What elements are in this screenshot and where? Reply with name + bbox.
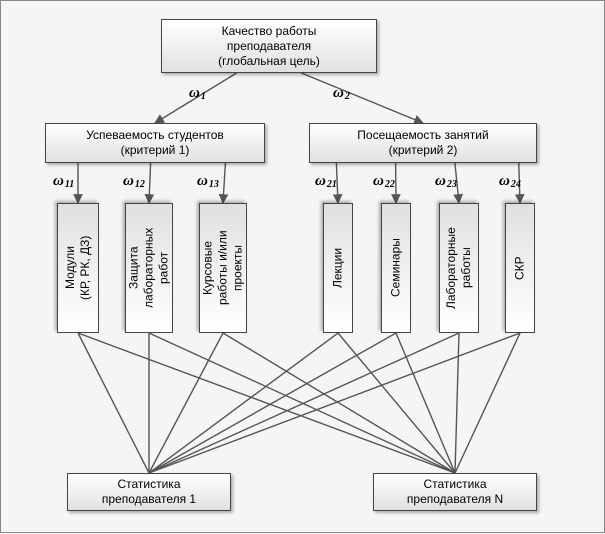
edge-3 xyxy=(149,163,151,203)
node-label: Лабораторные работы xyxy=(444,227,474,309)
edge-11 xyxy=(149,333,223,473)
edge-17 xyxy=(149,333,455,473)
node-label: Статистика преподавателя 1 xyxy=(102,477,196,507)
edge-14 xyxy=(149,333,459,473)
weight-w21: ω21 xyxy=(315,173,337,190)
weight-w13: ω13 xyxy=(197,173,219,190)
node-label: Семинары xyxy=(389,239,404,298)
node-leaf11: Модули (КР, РК, ДЗ) xyxy=(57,203,99,333)
edge-18 xyxy=(223,333,455,473)
node-leaf23: Лабораторные работы xyxy=(439,203,479,333)
node-crit1: Успеваемость студентов (критерий 1) xyxy=(45,123,265,163)
node-goal: Качество работы преподавателя (глобальна… xyxy=(161,19,377,73)
edge-19 xyxy=(338,333,455,473)
node-label: Посещаемость занятий (критерий 2) xyxy=(357,128,488,158)
diagram-canvas: Качество работы преподавателя (глобальна… xyxy=(0,0,605,533)
node-statN: Статистика преподавателя N xyxy=(373,473,537,511)
node-label: Курсовые работы и/или проекты xyxy=(201,231,246,306)
node-leaf13: Курсовые работы и/или проекты xyxy=(199,203,247,333)
edge-21 xyxy=(455,333,459,473)
weight-w23: ω23 xyxy=(435,173,457,190)
edge-15 xyxy=(149,333,520,473)
edge-22 xyxy=(455,333,520,473)
node-label: Качество работы преподавателя (глобальна… xyxy=(218,24,320,69)
node-label: Модули (КР, РК, ДЗ) xyxy=(63,236,93,300)
node-label: Защита лабораторных работ xyxy=(127,228,172,308)
node-leaf12: Защита лабораторных работ xyxy=(125,203,173,333)
node-label: СКР xyxy=(513,256,528,280)
weight-w22: ω22 xyxy=(373,173,395,190)
edge-12 xyxy=(149,333,338,473)
weight-w24: ω24 xyxy=(499,173,521,190)
node-label: Статистика преподавателя N xyxy=(407,477,503,507)
weight-w1: ω1 xyxy=(189,85,206,102)
node-label: Успеваемость студентов (критерий 1) xyxy=(86,128,224,158)
node-leaf22: Семинары xyxy=(381,203,411,333)
node-label: Лекции xyxy=(331,248,346,288)
edge-1 xyxy=(301,73,423,123)
weight-w11: ω11 xyxy=(53,173,74,190)
node-leaf21: Лекции xyxy=(323,203,353,333)
weight-w12: ω12 xyxy=(123,173,145,190)
edge-16 xyxy=(78,333,455,473)
node-stat1: Статистика преподавателя 1 xyxy=(67,473,231,511)
weight-w2: ω2 xyxy=(333,85,350,102)
edge-13 xyxy=(149,333,396,473)
node-leaf24: СКР xyxy=(505,203,535,333)
edge-20 xyxy=(396,333,455,473)
node-crit2: Посещаемость занятий (критерий 2) xyxy=(309,123,537,163)
edge-9 xyxy=(78,333,149,473)
edge-4 xyxy=(223,163,225,203)
